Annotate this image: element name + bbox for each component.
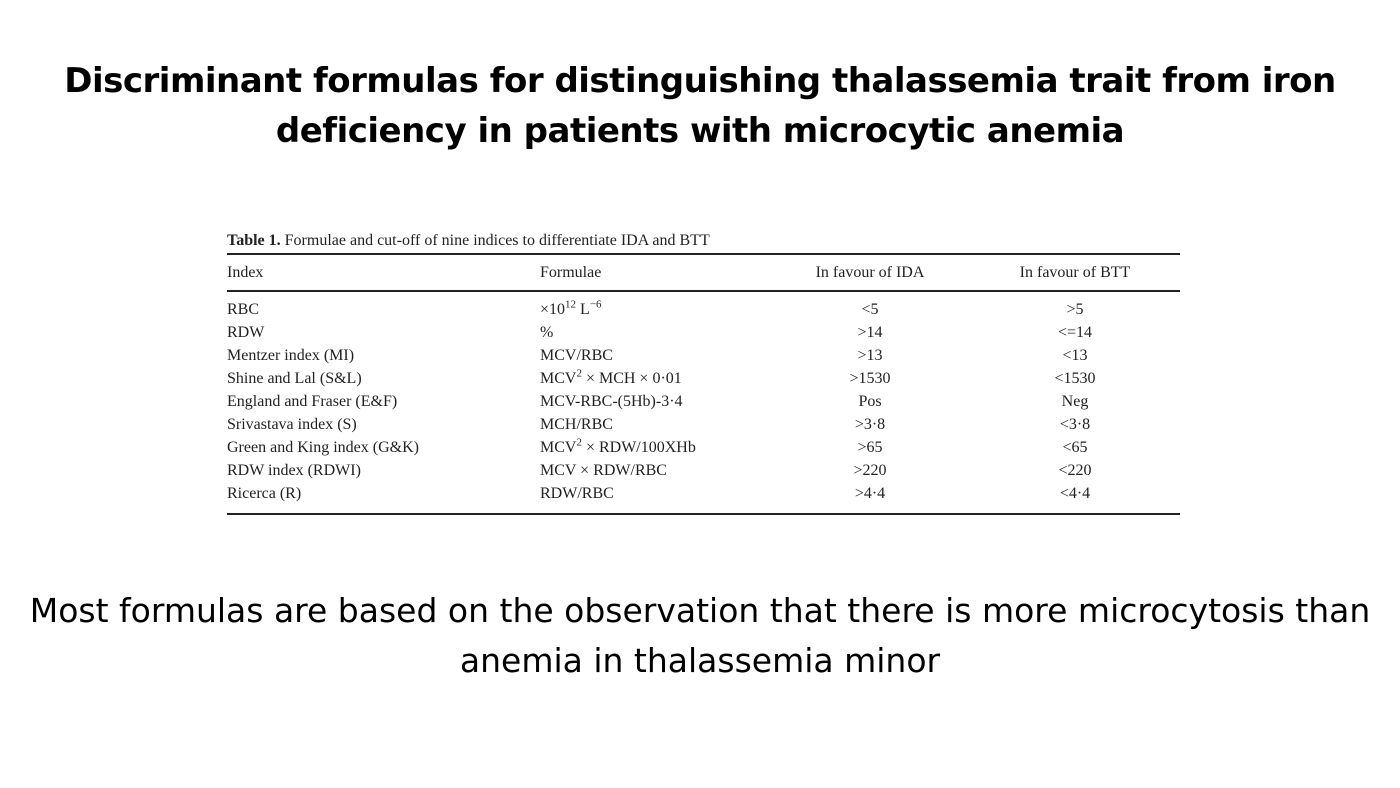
formula-pre: MCV-RBC-(5Hb)-3·4 bbox=[540, 393, 683, 410]
ida-cutoff-cell: <5 bbox=[861, 301, 879, 318]
caption-label: Table 1. bbox=[227, 232, 281, 249]
formula-pre: RDW/RBC bbox=[540, 485, 614, 502]
table-row: Ricerca (R) RDW/RBC >4·4 <4·4 bbox=[227, 482, 1180, 514]
index-cell: Srivastava index (S) bbox=[227, 416, 357, 433]
index-cell: Green and King index (G&K) bbox=[227, 439, 419, 456]
formula-cell: MCV/RBC bbox=[540, 344, 770, 367]
table-row: Shine and Lal (S&L) MCV2 × MCH × 0·01 >153… bbox=[227, 367, 1180, 390]
btt-cutoff-cell: <4·4 bbox=[1059, 485, 1091, 502]
caption-text: Formulae and cut-off of nine indices to … bbox=[284, 232, 710, 249]
formula-sup: 12 bbox=[565, 298, 577, 311]
ida-cutoff-cell: >65 bbox=[857, 439, 883, 456]
formula-table: Index Formulae In favour of IDA In favou… bbox=[227, 253, 1180, 515]
index-cell: Shine and Lal (S&L) bbox=[227, 370, 362, 387]
table-row: RDW% >14 <=14 bbox=[227, 321, 1180, 344]
formula-pre: MCV/RBC bbox=[540, 347, 613, 364]
btt-cutoff-cell: <13 bbox=[1062, 347, 1088, 364]
formula-post: L bbox=[576, 301, 590, 318]
formula-post: × RDW/100XHb bbox=[581, 439, 696, 456]
header-index: Index bbox=[227, 263, 264, 281]
formula-cell: MCV2 × RDW/100XHb bbox=[540, 436, 770, 459]
ida-cutoff-cell: >3·8 bbox=[854, 416, 886, 433]
formula-cell: % bbox=[540, 321, 770, 344]
btt-cutoff-cell: >5 bbox=[1066, 301, 1084, 318]
btt-cutoff-cell: <3·8 bbox=[1059, 416, 1091, 433]
table-row: Green and King index (G&K) MCV2 × RDW/100… bbox=[227, 436, 1180, 459]
formula-sup: 2 bbox=[576, 367, 582, 380]
formula-cell: MCH/RBC bbox=[540, 413, 770, 436]
table-header-row: Index Formulae In favour of IDA In favou… bbox=[227, 254, 1180, 291]
formula-cell: MCV2 × MCH × 0·01 bbox=[540, 367, 770, 390]
formula-sup: 2 bbox=[576, 436, 582, 449]
ida-cutoff-cell: >1530 bbox=[849, 370, 891, 387]
header-btt: In favour of BTT bbox=[1019, 263, 1131, 281]
formula-cell: MCV-RBC-(5Hb)-3·4 bbox=[540, 390, 770, 413]
index-cell: Ricerca (R) bbox=[227, 485, 302, 502]
index-cell: RBC bbox=[227, 301, 260, 318]
formula-pre: % bbox=[540, 324, 554, 341]
slide-title: Discriminant formulas for distinguishing… bbox=[64, 61, 1336, 151]
table-row: Srivastava index (S) MCH/RBC >3·8 <3·8 bbox=[227, 413, 1180, 436]
formula-cell: RDW/RBC bbox=[540, 482, 770, 514]
btt-cutoff-cell: <1530 bbox=[1054, 370, 1096, 387]
formula-pre: MCV × RDW/RBC bbox=[540, 462, 667, 479]
formula-cell: MCV × RDW/RBC bbox=[540, 459, 770, 482]
table-row: RBC ×1012 L−6 <5 >5 bbox=[227, 291, 1180, 321]
btt-cutoff-cell: Neg bbox=[1061, 393, 1089, 410]
header-formulae: Formulae bbox=[540, 263, 602, 281]
formula-cell: ×1012 L−6 bbox=[540, 291, 770, 321]
table-caption: Table 1. Formulae and cut-off of nine in… bbox=[227, 229, 1180, 253]
table-row: RDW index (RDWI) MCV × RDW/RBC >220 <220 bbox=[227, 459, 1180, 482]
index-cell: RDW bbox=[227, 324, 265, 341]
index-cell: Mentzer index (MI) bbox=[227, 347, 355, 364]
formula-table-container: Table 1. Formulae and cut-off of nine in… bbox=[227, 229, 1180, 515]
ida-cutoff-cell: >4·4 bbox=[854, 485, 886, 502]
index-cell: RDW index (RDWI) bbox=[227, 462, 361, 479]
formula-pre: MCV bbox=[540, 439, 577, 456]
ida-cutoff-cell: >13 bbox=[857, 347, 883, 364]
formula-sup2: −6 bbox=[589, 298, 602, 311]
formula-pre: ×10 bbox=[540, 301, 566, 318]
btt-cutoff-cell: <65 bbox=[1062, 439, 1088, 456]
formula-pre: MCV bbox=[540, 370, 577, 387]
formula-pre: MCH/RBC bbox=[540, 416, 613, 433]
ida-cutoff-cell: Pos bbox=[858, 393, 882, 410]
btt-cutoff-cell: <=14 bbox=[1057, 324, 1093, 341]
formula-post: × MCH × 0·01 bbox=[581, 370, 682, 387]
table-row: England and Fraser (E&F) MCV-RBC-(5Hb)-3·… bbox=[227, 390, 1180, 413]
ida-cutoff-cell: >220 bbox=[853, 462, 887, 479]
btt-cutoff-cell: <220 bbox=[1058, 462, 1092, 479]
table-row: Mentzer index (MI) MCV/RBC >13 <13 bbox=[227, 344, 1180, 367]
header-ida: In favour of IDA bbox=[815, 263, 925, 281]
footer-note: Most formulas are based on the observati… bbox=[29, 591, 1371, 680]
ida-cutoff-cell: >14 bbox=[857, 324, 883, 341]
index-cell: England and Fraser (E&F) bbox=[227, 393, 398, 410]
